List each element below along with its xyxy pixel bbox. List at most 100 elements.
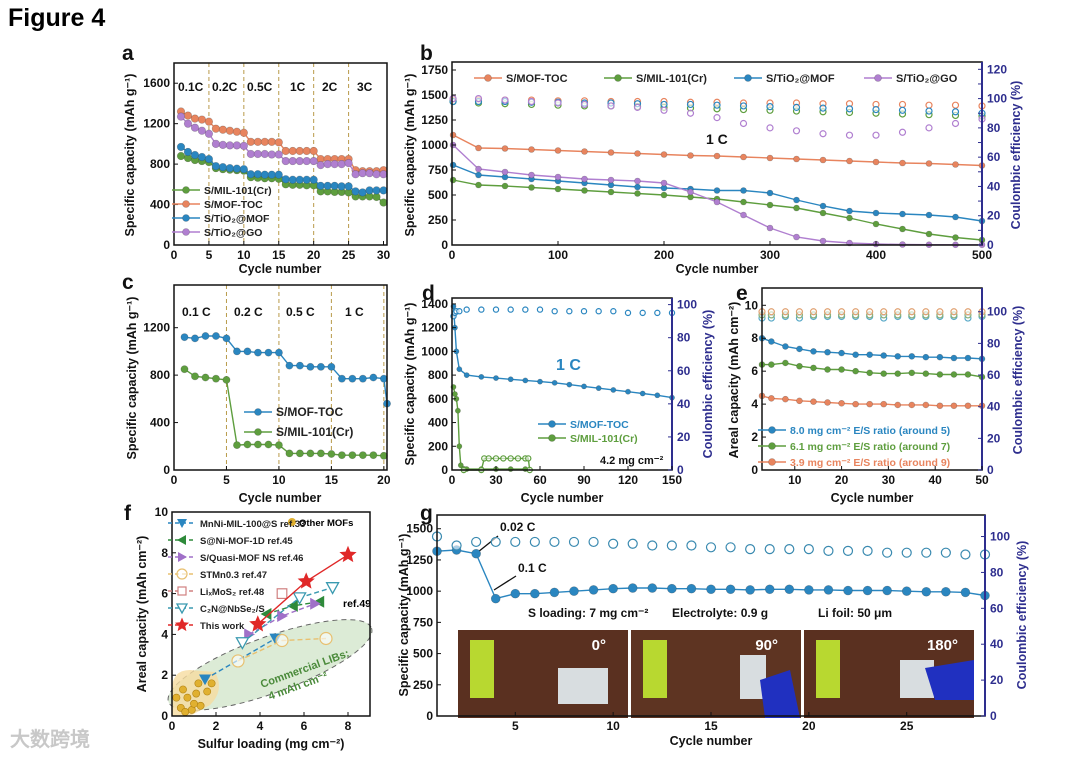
series-line: [184, 335, 388, 404]
data-point: [950, 371, 958, 378]
data-point: [239, 128, 248, 137]
data-point: [725, 542, 736, 553]
annotations: 0.1C 0.2C 0.5C 1C 2C 3C 1 C 0.1 C 0.2 C …: [178, 80, 892, 703]
data-point: [824, 399, 831, 406]
data-point: [330, 160, 339, 169]
x-tick-label: 15: [325, 473, 339, 487]
data-point: [180, 365, 189, 374]
y-tick-label: 800: [428, 368, 448, 382]
data-point: [267, 170, 276, 179]
data-point: [510, 588, 521, 599]
data-point: [181, 708, 190, 716]
data-point: [478, 306, 485, 313]
data-point: [182, 200, 190, 208]
y2-tick-label: 100: [987, 305, 1007, 319]
data-point: [548, 434, 556, 442]
data-point: [379, 198, 388, 207]
data-point: [177, 519, 187, 528]
data-point: [197, 115, 207, 124]
data-point: [309, 146, 318, 156]
data-point: [845, 105, 854, 113]
data-point: [365, 169, 374, 178]
data-point: [810, 398, 817, 405]
y2-axis-title-e: Coulombic efficiency (%): [1011, 306, 1025, 455]
legend-item: S/MIL-101(Cr): [538, 433, 638, 445]
y-tick-label: 2: [161, 668, 168, 682]
y-tick-label: 250: [413, 678, 433, 692]
data-point: [218, 140, 227, 149]
y-tick-label: 750: [413, 615, 433, 629]
y2-tick-label: 20: [987, 209, 1001, 223]
y-tick-label: 1200: [421, 321, 448, 335]
data-point: [501, 182, 509, 190]
data-point: [348, 374, 357, 383]
data-point: [296, 361, 304, 370]
data-point: [260, 170, 269, 179]
data-point: [260, 608, 272, 620]
data-point: [964, 308, 972, 316]
legend-label: S/TiO₂@MOF: [204, 213, 270, 225]
rate-label: 0.2 C: [234, 305, 263, 319]
legend-item: S/TiO₂@GO: [864, 73, 958, 85]
data-point: [607, 176, 615, 184]
x-tick-label: 30: [377, 248, 391, 262]
data-point: [667, 583, 677, 594]
data-point: [344, 182, 353, 191]
other-mofs-legend-icon: [288, 518, 296, 526]
data-point: [537, 378, 543, 385]
data-point: [337, 182, 346, 191]
chart-a: 0 5 10 15 20 25 30 0 400 800 1200 1600 S/MIL-101(Cr)…: [143, 62, 391, 262]
x-tick-label: 25: [342, 248, 356, 262]
y2-tick-label: 60: [990, 601, 1004, 615]
series-stmn0-3-ref-47: [231, 631, 333, 668]
x-tick-label: 20: [802, 719, 816, 733]
series-li-mos-ref-48: [276, 588, 288, 599]
data-point: [894, 353, 902, 360]
data-point: [182, 214, 190, 222]
data-point: [316, 181, 325, 190]
data-point: [172, 693, 181, 702]
data-point: [792, 103, 801, 111]
x-tick-label: 200: [654, 248, 674, 262]
data-point: [686, 100, 695, 109]
data-point: [281, 156, 290, 166]
y2-tick-label: 80: [987, 121, 1001, 135]
data-point: [372, 170, 381, 179]
data-point: [936, 308, 944, 316]
data-point: [764, 543, 775, 555]
y-tick-label: 8: [751, 331, 758, 345]
data-point: [313, 595, 325, 608]
legend-item: 3.9 mg cm⁻² E/S ratio (around 9): [758, 457, 950, 469]
data-point: [908, 308, 916, 316]
data-point: [647, 583, 658, 593]
x-tick-label: 30: [882, 473, 896, 487]
legend-label: C₂N@NbSe₂/S: [200, 604, 265, 615]
ref-49-label: ref.49: [343, 598, 371, 610]
data-point: [222, 375, 231, 384]
data-point: [925, 101, 933, 109]
series-this-work: [249, 545, 357, 632]
data-point: [456, 443, 463, 450]
y2-tick-label: 0: [987, 463, 994, 477]
data-point: [365, 186, 374, 195]
panel-label-a: a: [122, 42, 134, 65]
y2-tick-label: 120: [987, 62, 1007, 76]
y-tick-label: 0: [426, 709, 433, 723]
data-point: [608, 583, 618, 594]
x-tick-label: 15: [272, 248, 286, 262]
plot-frame: [171, 511, 371, 717]
data-point: [454, 407, 461, 414]
data-point: [768, 395, 775, 402]
data-point: [819, 130, 827, 138]
x-axis-title-f: Sulfur loading (mg cm⁻²): [198, 737, 345, 751]
x-tick-label: 40: [929, 473, 943, 487]
legend-label: 8.0 mg cm⁻² E/S ratio (around 5): [790, 425, 950, 437]
data-point: [882, 547, 893, 558]
y-tick-label: 1750: [421, 63, 448, 77]
plot-frame: [173, 62, 388, 246]
data-point: [824, 348, 831, 356]
watermark-logo: 大数跨境: [10, 727, 90, 751]
data-point: [175, 603, 189, 615]
data-point: [768, 458, 776, 466]
data-point: [358, 188, 367, 197]
